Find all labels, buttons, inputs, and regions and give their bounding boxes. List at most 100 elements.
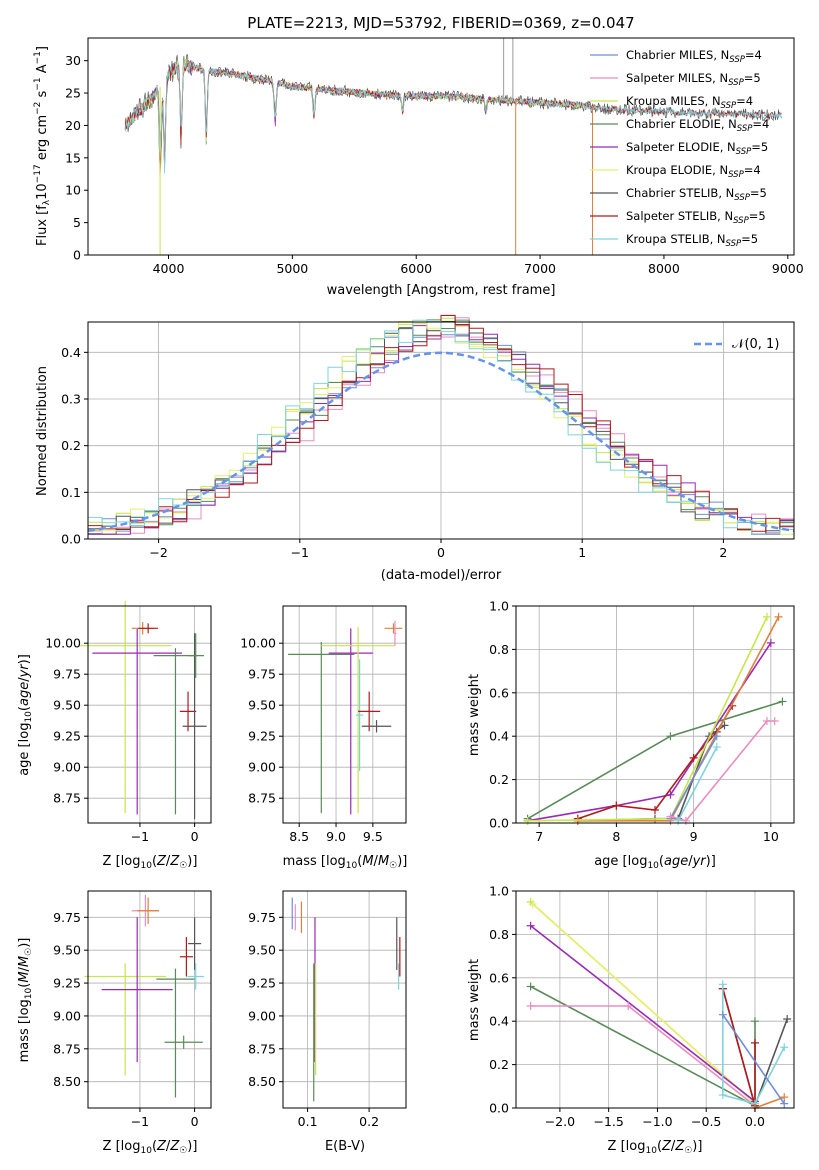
mwA-point-marker: [523, 816, 532, 825]
spectrum-xtick-label: 4000: [153, 261, 185, 276]
age-vs-Z-axes-frame: [87, 605, 212, 824]
mwZ-ytick-label: 0.6: [489, 970, 509, 985]
mwA-point-marker: [666, 790, 675, 799]
mwA-point-marker: [666, 812, 675, 821]
residuals-xtick-label: −2: [149, 545, 167, 560]
spectrum-xtick-label: 7000: [524, 261, 556, 276]
mass-vs-Z-xlabel: Z [log10(Z/Z☉)]: [103, 1139, 198, 1156]
mwZ-point-marker: [526, 1002, 535, 1011]
gaussian-legend-label: 𝒩(0, 1): [732, 337, 779, 352]
spectrum-xtick-label: 5000: [276, 261, 308, 276]
mwA-ytick-label: 0.8: [489, 642, 509, 657]
mwZ-point-marker: [718, 980, 727, 989]
mwZ-point-marker: [780, 1043, 789, 1052]
massweight-vs-age-ylabel: mass weight: [467, 674, 482, 756]
age-vs-Z-xlabel: Z [log10(Z/Z☉)]: [103, 854, 198, 871]
spectrum-panel: 4000 5000 6000 7000 8000 9000 0 5 10 15 20 25 30 wav…: [33, 37, 804, 298]
mass-vs-EBV-axes-frame: [282, 890, 407, 1109]
spectrum-legend-label: Kroupa ELODIE, NSSP=4: [626, 163, 761, 180]
ageM-ytick-label: 8.75: [248, 791, 276, 806]
mwZ-xtick-label: −1.0: [642, 1114, 672, 1129]
massZ-xtick-label: 0: [191, 1114, 199, 1129]
residuals-ylabel: Normed distribution: [35, 366, 50, 496]
mwA-ytick-label: 0.4: [489, 729, 509, 744]
spectrum-ytick-label: 20: [65, 118, 81, 133]
mwA-point-marker: [666, 732, 675, 741]
massweight-vs-age-panel: 7 8 9 10 0.0 0.2 0.4 0.6 0.8 1.0 age [log10(age/y…: [467, 599, 795, 871]
spectrum-series-line: [124, 60, 590, 170]
mwA-series-line: [677, 746, 718, 822]
spectrum-series-line: [124, 60, 590, 170]
mwZ-series-line: [530, 985, 756, 1108]
ageM-ytick-label: 9.50: [248, 698, 276, 713]
mwZ-point-marker: [750, 1038, 759, 1047]
residuals-ytick-label: 0.2: [61, 438, 81, 453]
spectrum-ytick-label: 15: [65, 150, 81, 165]
spectrum-xtick-label: 6000: [400, 261, 432, 276]
age-vs-mass-xlabel: mass [log10(M/M☉)]: [283, 854, 408, 871]
spectrum-series-line: [124, 58, 590, 170]
spectrum-xtick-label: 8000: [648, 261, 680, 276]
mwA-series-line: [527, 700, 783, 820]
ageM-ytick-label: 9.75: [248, 667, 276, 682]
massE-ytick-label: 9.50: [248, 943, 276, 958]
mwA-point-marker: [770, 717, 779, 726]
massweight-vs-Z-xlabel: Z [log10(Z/Z☉)]: [608, 1139, 703, 1156]
mwZ-point-marker: [624, 1002, 633, 1011]
spectrum-legend-label: Chabrier MILES, NSSP=4: [626, 48, 762, 65]
spectrum-ytick-label: 30: [65, 53, 81, 68]
ageZ-ytick-label: 9.50: [53, 698, 81, 713]
residuals-panel: −2 −1 0 1 2 0.0 0.1 0.2 0.3 0.4 (data-model)/erro…: [35, 314, 795, 583]
massZ-ytick-label: 8.75: [53, 1041, 81, 1056]
mass-vs-Z-ylabel: mass [log10(M/M☉)]: [17, 938, 34, 1063]
mwZ-series-line: [722, 1014, 785, 1105]
mwZ-point-marker: [526, 921, 535, 930]
mwZ-xtick-label: −1.5: [593, 1114, 623, 1129]
age-vs-mass-axes-frame: [282, 605, 407, 824]
mwA-point-marker: [651, 805, 659, 814]
massE-xtick-label: 0.1: [298, 1114, 318, 1129]
spectrum-xlabel: wavelength [Angstrom, rest frame]: [327, 283, 556, 298]
mwZ-xtick-label: 0.0: [745, 1114, 765, 1129]
mwZ-ytick-label: 0.0: [489, 1101, 509, 1116]
mwZ-point-marker: [528, 900, 537, 909]
spectrum-ytick-label: 5: [73, 215, 81, 230]
spectrum-axes-frame: [87, 37, 795, 256]
ageZ-ytick-label: 9.25: [53, 729, 81, 744]
spectrum-legend-label: Kroupa STELIB, NSSP=5: [626, 232, 758, 249]
mwA-ytick-label: 0.2: [489, 772, 509, 787]
mwZ-point-marker: [526, 982, 535, 991]
mwA-point-marker: [712, 732, 721, 741]
mwA-series-line: [527, 642, 772, 822]
massE-ytick-label: 9.75: [248, 910, 276, 925]
residuals-xtick-label: 1: [578, 545, 586, 560]
massZ-ytick-label: 9.75: [53, 910, 81, 925]
spectrum-xtick-label: 9000: [772, 261, 804, 276]
residuals-xlabel: (data-model)/error: [381, 568, 502, 583]
ageM-ytick-label: 9.00: [248, 760, 276, 775]
ageM-ytick-label: 10.00: [240, 636, 276, 651]
residuals-xtick-label: −1: [291, 545, 309, 560]
ageM-xtick-label: 9.0: [326, 829, 346, 844]
ageM-ytick-label: 9.25: [248, 729, 276, 744]
mwZ-series-line: [530, 925, 756, 1103]
ageM-xtick-label: 9.5: [363, 829, 383, 844]
ageZ-ytick-label: 9.00: [53, 760, 81, 775]
mwA-point-marker: [762, 612, 771, 621]
massE-ytick-label: 8.75: [248, 1041, 276, 1056]
massE-ytick-label: 9.00: [248, 1008, 276, 1023]
residuals-ytick-label: 0.4: [61, 345, 81, 360]
mwA-xtick-label: 7: [535, 829, 543, 844]
age-vs-mass-panel: 8.5 9.0 9.5 8.75 9.00 9.25 9.50 9.75 10.00 mass …: [240, 605, 408, 871]
mwZ-point-marker: [783, 1015, 792, 1024]
spectrum-series-line: [124, 59, 590, 173]
ageZ-ytick-label: 8.75: [53, 791, 81, 806]
mass-vs-Z-panel: −1 0 8.50 8.75 9.00 9.25 9.50 9.75 Z [log10(Z/Z…: [17, 890, 212, 1156]
mwZ-ytick-label: 1.0: [489, 884, 509, 899]
mwZ-point-marker: [718, 1010, 727, 1019]
mwA-ytick-label: 0.6: [489, 685, 509, 700]
mwZ-series-line: [722, 984, 785, 1105]
massE-ytick-label: 9.25: [248, 976, 276, 991]
residuals-ytick-label: 0.3: [61, 392, 81, 407]
